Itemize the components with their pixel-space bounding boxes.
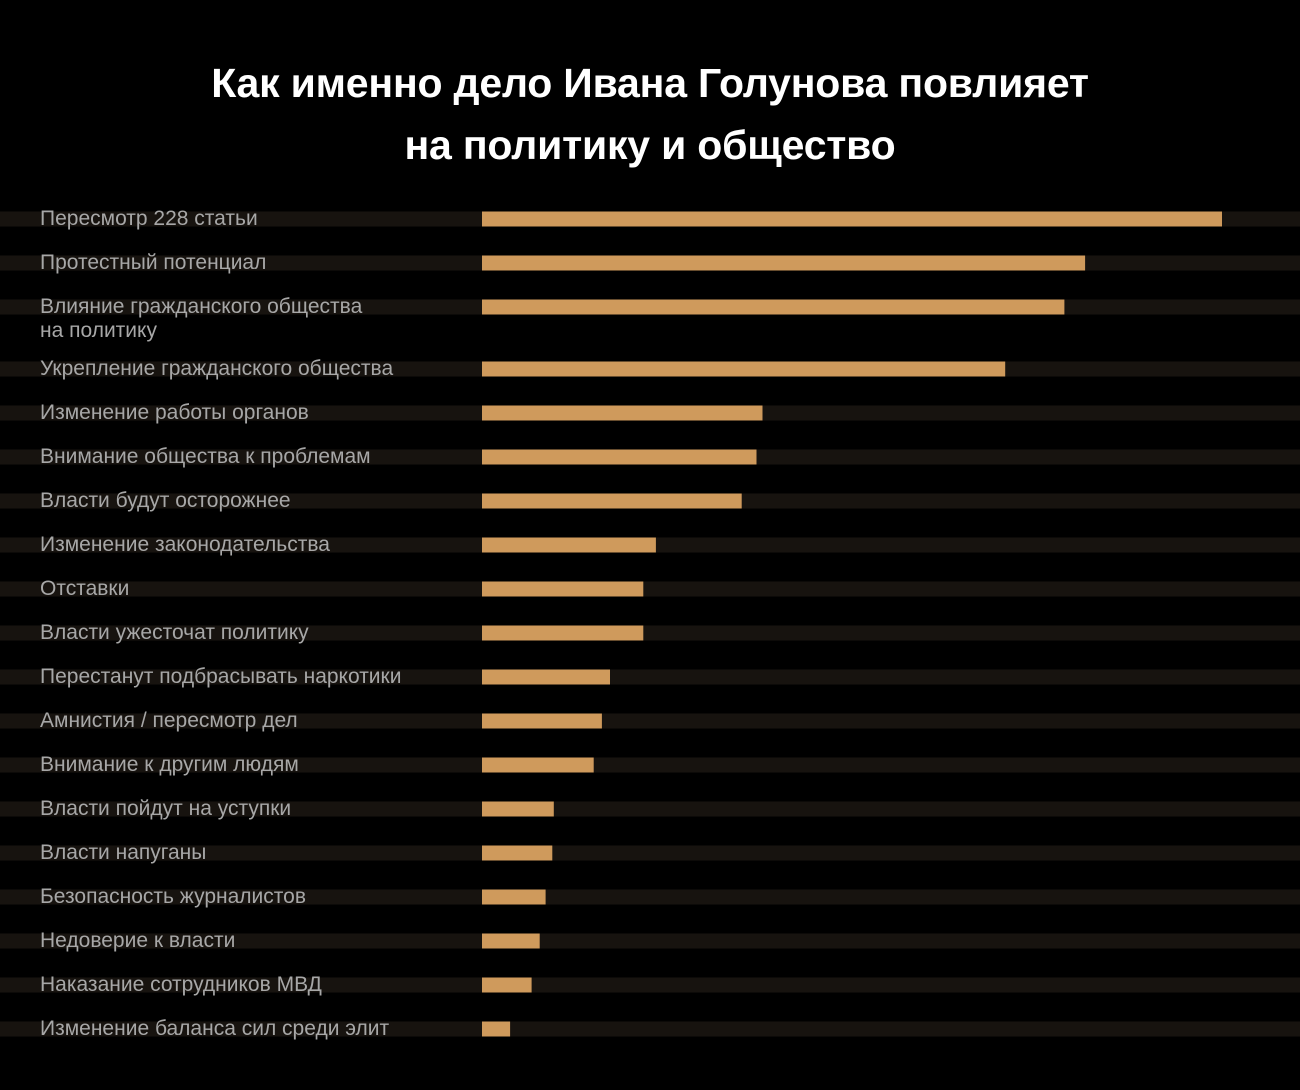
row-16-label-line-1: Безопасность журналистов	[40, 885, 306, 908]
row-15-label: Власти напуганы	[40, 841, 206, 864]
row-19-label: Изменение баланса сил среди элит	[40, 1017, 389, 1040]
row-19-label-line-1: Изменение баланса сил среди элит	[40, 1017, 389, 1040]
row-10-stripe	[0, 625, 1300, 641]
row-12-label-line-1: Амнистия / пересмотр дел	[40, 709, 298, 732]
row-17-stripe	[0, 933, 1300, 949]
row-12-label: Амнистия / пересмотр дел	[40, 709, 298, 732]
row-9-label-line-1: Отставки	[40, 577, 129, 600]
row-5-bar	[482, 405, 763, 421]
row-18-label: Наказание сотрудников МВД	[40, 973, 322, 996]
row-18-label-line-1: Наказание сотрудников МВД	[40, 973, 322, 996]
row-11-label: Перестанут подбрасывать наркотики	[40, 665, 401, 688]
row-12-stripe	[0, 713, 1300, 729]
row-4-label-line-1: Укрепление гражданского общества	[40, 357, 393, 380]
row-16-bar	[482, 889, 546, 905]
row-10-label-line-1: Власти ужесточат политику	[40, 621, 309, 644]
row-3-label-line-2: на политику	[40, 319, 157, 342]
row-15-stripe	[0, 845, 1300, 861]
row-11-label-line-1: Перестанут подбрасывать наркотики	[40, 665, 401, 688]
row-1-label-line-1: Пересмотр 228 статьи	[40, 207, 258, 230]
row-4-bar	[482, 361, 1006, 377]
row-3-label-line-1: Влияние гражданского общества	[40, 295, 363, 318]
row-2-bar	[482, 255, 1086, 271]
row-8-label-line-1: Изменение законодательства	[40, 533, 330, 556]
row-13-label-line-1: Внимание к другим людям	[40, 753, 299, 776]
row-15-label-line-1: Власти напуганы	[40, 841, 206, 864]
row-14-label-line-1: Власти пойдут на уступки	[40, 797, 291, 820]
row-13-stripe	[0, 757, 1300, 773]
bars	[482, 211, 1222, 1037]
row-17-label-line-1: Недоверие к власти	[40, 929, 235, 952]
row-8-label: Изменение законодательства	[40, 533, 330, 556]
category-labels: Пересмотр 228 статьи Протестный потенциал…	[40, 207, 401, 1040]
row-10-bar	[482, 625, 644, 641]
row-15-bar	[482, 845, 553, 861]
row-6-label-line-1: Внимание общества к проблемам	[40, 445, 371, 468]
row-6-bar	[482, 449, 757, 465]
row-5-label-line-1: Изменение работы органов	[40, 401, 309, 424]
row-13-bar	[482, 757, 594, 773]
row-7-label-line-1: Власти будут осторожнее	[40, 489, 291, 512]
row-14-label: Власти пойдут на уступки	[40, 797, 291, 820]
row-6-label: Внимание общества к проблемам	[40, 445, 371, 468]
row-11-bar	[482, 669, 610, 685]
row-17-label: Недоверие к власти	[40, 929, 235, 952]
row-12-bar	[482, 713, 602, 729]
row-9-label: Отставки	[40, 577, 129, 600]
row-14-bar	[482, 801, 554, 817]
row-13-label: Внимание к другим людям	[40, 753, 299, 776]
row-2-label: Протестный потенциал	[40, 251, 266, 274]
row-9-bar	[482, 581, 644, 597]
row-7-label: Власти будут осторожнее	[40, 489, 291, 512]
row-19-stripe	[0, 1021, 1300, 1037]
row-16-label: Безопасность журналистов	[40, 885, 306, 908]
row-4-label: Укрепление гражданского общества	[40, 357, 393, 380]
row-7-bar	[482, 493, 742, 509]
row-8-bar	[482, 537, 656, 553]
row-1-bar	[482, 211, 1222, 227]
row-5-label: Изменение работы органов	[40, 401, 309, 424]
row-14-stripe	[0, 801, 1300, 817]
row-10-label: Власти ужесточат политику	[40, 621, 309, 644]
chart-title-line-1: Как именно дело Ивана Голунова повлияет	[211, 60, 1089, 106]
row-1-label: Пересмотр 228 статьи	[40, 207, 258, 230]
row-9-stripe	[0, 581, 1300, 597]
chart-title-line-2: на политику и общество	[404, 122, 896, 168]
row-3-label: Влияние гражданского общества на политику	[40, 295, 363, 342]
chart-title: Как именно дело Ивана Голунова повлияет …	[0, 52, 1300, 176]
row-18-bar	[482, 977, 532, 993]
row-18-stripe	[0, 977, 1300, 993]
row-3-bar	[482, 299, 1065, 315]
row-16-stripe	[0, 889, 1300, 905]
row-2-label-line-1: Протестный потенциал	[40, 251, 266, 274]
row-19-bar	[482, 1021, 511, 1037]
row-17-bar	[482, 933, 540, 949]
row-11-stripe	[0, 669, 1300, 685]
